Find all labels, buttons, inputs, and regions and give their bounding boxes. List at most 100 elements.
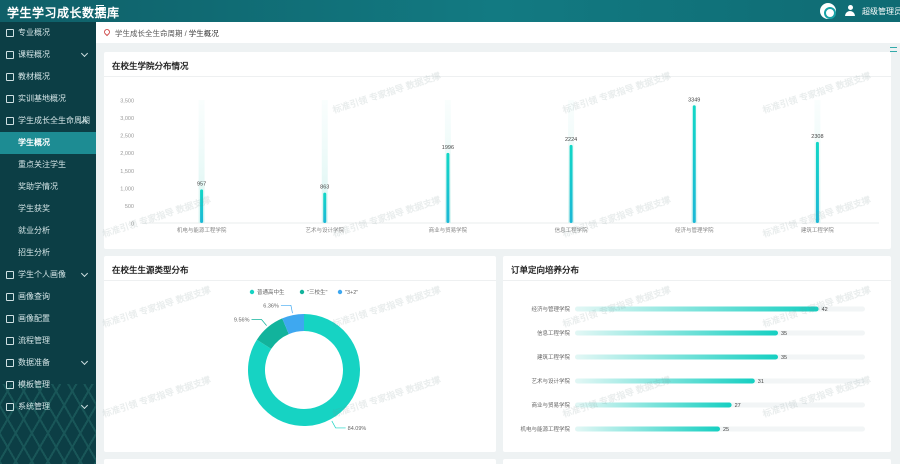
y-tick-label: 3,000 xyxy=(120,116,134,122)
college-bar-chart: 0 500 1,000 1,500 2,000 2,500 3,000 3,500 957 机电与… xyxy=(120,97,879,234)
order-training-panel: 订单定向培养分布 经济与管理学院 42 信息工程学院 35 建筑工程学院 35 艺术与设计学… xyxy=(503,256,891,452)
sidebar-item[interactable]: 模板管理 xyxy=(0,374,96,396)
breadcrumb: 学生成长全生命周期 / 学生概况 xyxy=(96,22,900,43)
chevron-icon xyxy=(80,269,89,278)
sidebar-item[interactable]: 教材概况 xyxy=(0,66,96,88)
sidebar-subitem[interactable]: 学生概况 xyxy=(0,132,96,154)
bar xyxy=(575,354,778,360)
y-tick-label: 艺术与设计学院 xyxy=(531,377,570,385)
sidebar-item[interactable]: 实训基地概况 xyxy=(0,88,96,110)
bar-value-label: 2308 xyxy=(811,134,823,140)
sidebar-item-label: 学生个人画像 xyxy=(18,270,66,279)
legend-label: 普通高中生 xyxy=(257,288,285,296)
growth-icon xyxy=(6,117,14,125)
slice-label: 9.56% xyxy=(234,318,250,324)
x-tick-label: 机电与能源工程学院 xyxy=(177,226,227,234)
config-icon xyxy=(6,315,14,323)
y-tick-label: 建筑工程学院 xyxy=(537,353,571,361)
x-tick-label: 信息工程学院 xyxy=(555,226,589,234)
source-donut-chart: 普通高中生 "三校生" "3+2" 84.09% 9.56% 6.36% xyxy=(234,288,367,432)
sidebar-item[interactable]: 学生个人画像 xyxy=(0,264,96,286)
panel-title: 在校生学院分布情况 xyxy=(112,61,189,71)
sidebar-subitem[interactable]: 就业分析 xyxy=(18,226,50,235)
donut-slice xyxy=(248,314,360,426)
user-name[interactable]: 超级管理员 xyxy=(862,7,900,16)
donut-slice xyxy=(256,318,289,349)
legend-label: "三校生" xyxy=(307,288,327,296)
sidebar-decoration xyxy=(0,384,96,464)
sidebar-item-label: 系统管理 xyxy=(18,402,50,411)
book-icon xyxy=(6,73,14,81)
x-tick-label: 商业与贸易学院 xyxy=(429,226,468,234)
y-tick-label: 机电与能源工程学院 xyxy=(520,425,570,433)
bar xyxy=(200,189,204,223)
slice-label-line xyxy=(251,319,267,326)
sidebar-subitem[interactable]: 招生分析 xyxy=(18,248,50,257)
bar xyxy=(815,141,819,223)
breadcrumb-parent[interactable]: 学生成长全生命周期 xyxy=(115,29,183,38)
data-icon xyxy=(6,359,14,367)
slice-label: 6.36% xyxy=(263,303,279,309)
settings-toggle-icon[interactable] xyxy=(890,46,898,54)
bar-background xyxy=(198,100,205,223)
legend-label: "3+2" xyxy=(345,290,358,296)
bar xyxy=(575,330,778,336)
sidebar-item[interactable]: 专业概况 xyxy=(0,22,96,44)
sidebar-item[interactable]: 画像查询 xyxy=(0,286,96,308)
y-tick-label: 1,000 xyxy=(120,186,134,192)
sidebar-item-label: 画像查询 xyxy=(18,292,50,301)
sidebar-item[interactable]: 画像配置 xyxy=(0,308,96,330)
donut-slice xyxy=(282,314,304,335)
bar xyxy=(569,144,573,223)
grid-icon xyxy=(6,51,14,59)
y-tick-label: 0 xyxy=(131,222,134,228)
sidebar-subitem[interactable]: 奖助学情况 xyxy=(18,182,58,191)
sidebar-item-label: 实训基地概况 xyxy=(18,94,66,103)
y-tick-label: 3,500 xyxy=(120,99,134,105)
panel-title: 订单定向培养分布 xyxy=(511,265,580,275)
search-icon xyxy=(6,293,14,301)
bar-value-label: 2224 xyxy=(565,137,577,143)
y-tick-label: 经济与管理学院 xyxy=(531,305,570,313)
gear-icon xyxy=(6,403,14,411)
bar-value-label: 27 xyxy=(735,403,741,409)
x-tick-label: 建筑工程学院 xyxy=(801,226,835,234)
sidebar-item-label: 课程概况 xyxy=(18,50,50,59)
bar xyxy=(575,378,755,384)
order-bar-chart: 经济与管理学院 42 信息工程学院 35 建筑工程学院 35 艺术与设计学院 31 商业与贸易学… xyxy=(520,305,865,433)
location-icon xyxy=(102,27,112,37)
lower-panel-left xyxy=(104,459,496,464)
person-icon xyxy=(6,271,14,279)
bar-value-label: 35 xyxy=(781,331,787,337)
top-bar: 学生学习成长数据库 超级管理员 xyxy=(0,0,900,22)
sidebar-item-label: 专业概况 xyxy=(18,28,50,37)
x-tick-label: 艺术与设计学院 xyxy=(305,226,344,234)
bar xyxy=(323,192,327,223)
doc-icon xyxy=(6,29,14,37)
breadcrumb-separator: / xyxy=(182,29,189,38)
bar-value-label: 35 xyxy=(781,355,787,361)
bar xyxy=(575,426,720,432)
slice-label-line xyxy=(331,420,346,429)
y-tick-label: 1,500 xyxy=(120,169,134,175)
sidebar-subitem[interactable]: 学生获奖 xyxy=(18,204,50,213)
chevron-icon xyxy=(80,49,89,58)
sidebar-item[interactable]: 课程概况 xyxy=(0,44,96,66)
bar-value-label: 42 xyxy=(822,307,828,313)
sidebar-item[interactable]: 学生成长全生命周期 xyxy=(0,110,96,132)
logo-icon[interactable] xyxy=(820,3,836,19)
sidebar-item-label: 模板管理 xyxy=(18,380,50,389)
sidebar-item-label: 流程管理 xyxy=(18,336,50,345)
sidebar-item-label: 画像配置 xyxy=(18,314,50,323)
sidebar-item[interactable]: 流程管理 xyxy=(0,330,96,352)
user-icon[interactable] xyxy=(845,5,855,16)
bar-value-label: 31 xyxy=(758,379,764,385)
sidebar-item[interactable]: 数据准备 xyxy=(0,352,96,374)
sidebar-item[interactable]: 系统管理 xyxy=(0,396,96,418)
sidebar-subitem[interactable]: 重点关注学生 xyxy=(18,160,66,169)
sidebar-item-label: 数据准备 xyxy=(18,358,50,367)
slice-label-line xyxy=(280,304,293,314)
menu-toggle-icon[interactable] xyxy=(96,5,104,13)
legend-marker xyxy=(249,289,255,295)
bar xyxy=(575,306,819,312)
